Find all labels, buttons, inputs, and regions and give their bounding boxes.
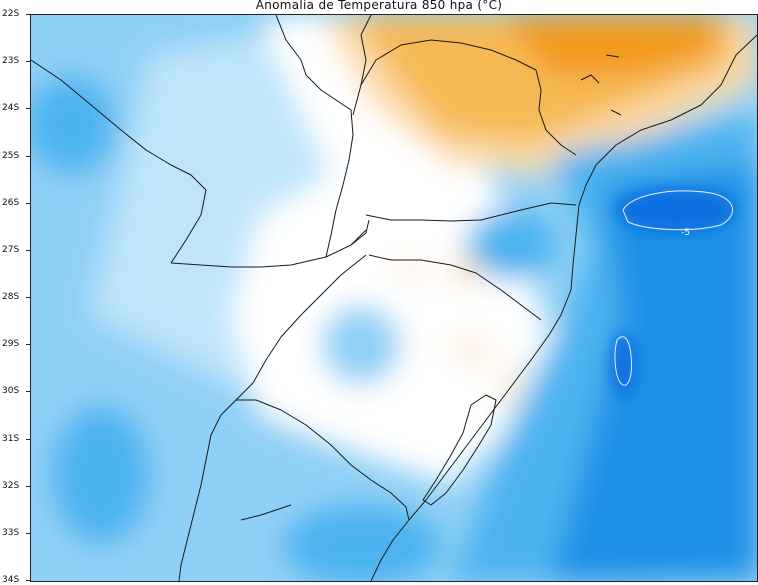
latitude-label: 33S	[2, 527, 20, 538]
contour-label: -5	[681, 228, 690, 238]
border-mato-grosso-do-sul	[360, 15, 372, 86]
cool-blob-northwest	[31, 75, 116, 175]
border-argentina-rs	[178, 254, 367, 581]
rio-de-la-plata	[240, 504, 292, 521]
latitude-tick	[26, 532, 30, 534]
border-uruguay	[236, 399, 410, 521]
contour-line-minus5-e	[614, 336, 632, 386]
warm-patch-2	[393, 260, 429, 280]
latitude-label: 34S	[2, 575, 20, 585]
latitude-tick	[26, 61, 30, 63]
warm-field-strong	[501, 15, 721, 75]
latitude-label: 22S	[2, 9, 20, 19]
latitude-label: 29S	[2, 339, 20, 350]
cool-blob-west	[51, 405, 151, 545]
cool-ocean-deep	[551, 165, 757, 581]
latitude-label: 31S	[2, 433, 20, 444]
cool-blob-south	[281, 505, 441, 581]
border-paraguay-west	[31, 59, 207, 264]
deep-core-northeast	[616, 188, 736, 232]
border-parana-santa-catarina	[365, 202, 577, 222]
latitude-tick	[26, 485, 30, 487]
latitude-label: 24S	[2, 103, 20, 114]
border-santa-catarina-rs	[350, 219, 542, 321]
latitude-label: 27S	[2, 244, 20, 255]
border-parana-sao-paulo	[352, 39, 577, 156]
cool-blob-mid	[466, 210, 556, 280]
map-title: Anomalia de Temperatura 850 hpa (°C)	[255, 0, 503, 12]
latitude-label: 28S	[2, 292, 20, 302]
latitude-tick	[26, 14, 30, 15]
contour-line-minus5-ne	[622, 190, 733, 231]
border-parana-river	[275, 15, 354, 258]
temperature-field	[31, 15, 757, 581]
latitude-label: 30S	[2, 386, 20, 397]
warm-patch-3	[449, 336, 493, 364]
latitude-tick	[26, 391, 30, 393]
latitude-label: 32S	[2, 480, 20, 491]
lagoon-patos	[422, 394, 497, 506]
border-argentina-misiones	[170, 229, 367, 268]
cool-blob-center	[321, 305, 401, 385]
latitude-tick	[26, 344, 30, 346]
coastline	[370, 34, 757, 581]
latitude-tick	[26, 297, 30, 298]
latitude-tick	[26, 438, 30, 440]
map-frame: -5	[30, 14, 758, 582]
latitude-tick	[26, 155, 30, 157]
latitude-label: 25S	[2, 150, 20, 161]
latitude-label: 23S	[2, 56, 20, 67]
latitude-tick	[26, 580, 30, 581]
latitude-label: 26S	[2, 197, 20, 208]
latitude-tick	[26, 108, 30, 110]
coastal-islands-north	[580, 54, 622, 116]
neutral-zone	[231, 25, 551, 485]
anomaly-map: -5	[31, 15, 757, 581]
political-borders	[31, 15, 757, 581]
latitude-tick	[26, 249, 30, 251]
latitude-tick	[26, 202, 30, 204]
